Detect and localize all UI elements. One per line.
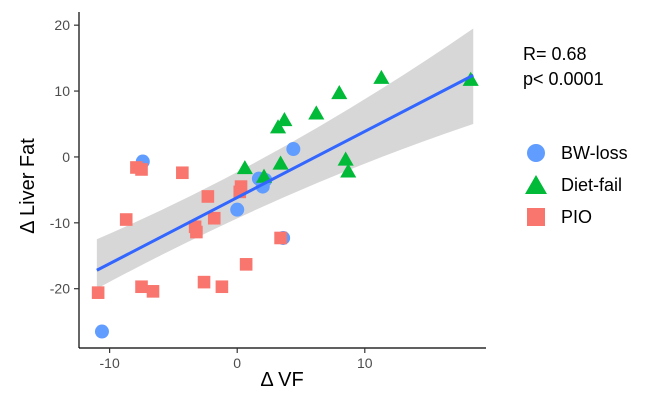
legend-item: PIO [527,207,592,227]
series-diet-fail [236,69,479,183]
data-point [276,111,293,127]
y-axis-title: Δ Liver Fat [17,138,39,234]
data-point [91,286,105,299]
data-point [94,324,109,339]
y-tick-label: -20 [50,281,70,297]
data-point [135,280,148,294]
x-axis: -10 0 10 [79,347,486,371]
confidence-band [96,28,474,289]
data-point [337,151,354,166]
legend-symbol [527,144,545,162]
x-tick-label: 10 [357,355,373,371]
data-point [234,180,248,193]
data-point [135,163,148,176]
data-point [176,166,189,180]
y-tick-label: 20 [54,17,70,33]
data-point [190,225,203,239]
data-point [215,280,229,294]
data-point [274,231,287,245]
regression-line [96,73,474,272]
p-annotation: p< 0.0001 [523,69,604,89]
data-point [119,213,133,226]
data-point [373,69,390,84]
data-point [201,190,215,203]
data-point [197,275,211,289]
data-point [255,168,273,183]
data-point [207,211,221,225]
plot-panel [91,28,479,339]
data-point [146,285,160,298]
x-tick-label: -10 [100,355,120,371]
data-point [331,84,348,100]
x-tick-label: 0 [233,355,241,371]
data-point [286,142,301,157]
y-axis: -20 -10 0 10 20 [50,12,80,348]
legend-label: BW-loss [561,143,628,163]
legend-item: Diet-fail [525,175,622,195]
legend-symbol [527,208,545,226]
legend-symbol [525,175,547,194]
data-point [462,71,479,86]
y-tick-label: 10 [54,83,70,99]
data-point [340,163,357,178]
data-point [269,119,287,134]
legend-label: PIO [561,207,592,227]
data-point [236,160,253,175]
data-point [308,105,325,120]
legend-item: BW-loss [527,143,628,163]
data-point [239,258,253,271]
legend: BW-loss Diet-fail PIO [525,143,628,227]
y-tick-label: 0 [62,149,70,165]
legend-label: Diet-fail [561,175,622,195]
x-axis-title: Δ VF [260,369,303,391]
data-point [272,155,289,170]
data-point [230,202,245,217]
r-annotation: R= 0.68 [523,44,587,64]
y-tick-label: -10 [50,215,70,231]
series-pio [91,161,287,299]
